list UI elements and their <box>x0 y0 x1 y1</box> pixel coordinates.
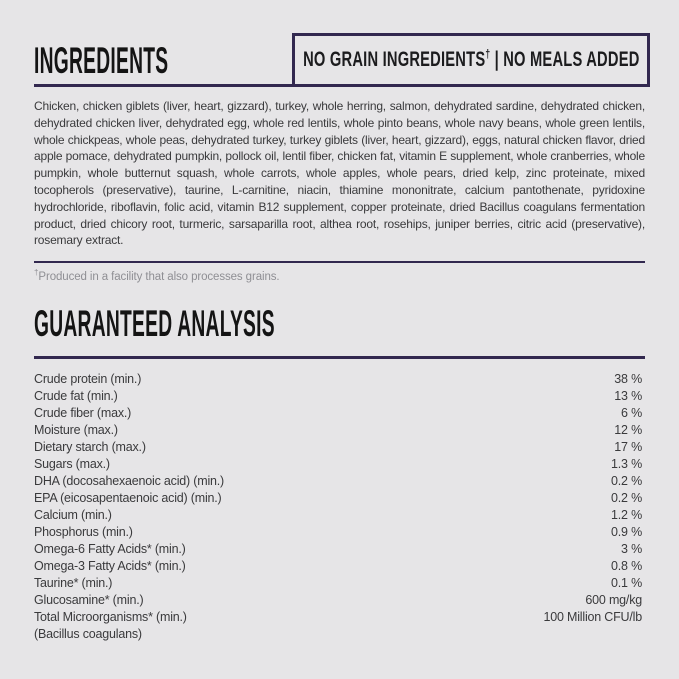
analysis-row-value: 0.2 % <box>611 474 642 489</box>
analysis-row-label: Taurine* (min.) <box>34 576 113 591</box>
analysis-row-value: 38 % <box>614 372 642 387</box>
analysis-row: Omega-6 Fatty Acids* (min.) 3 % <box>34 541 645 558</box>
footnote-text: Produced in a facility that also process… <box>38 271 280 284</box>
analysis-row: Crude fat (min.) 13 % <box>34 388 645 405</box>
analysis-row-label: Omega-6 Fatty Acids* (min.) <box>34 542 186 557</box>
no-grain-badge-label: NO GRAIN INGREDIENTS† | NO MEALS ADDED <box>303 48 639 72</box>
ingredients-title: INGREDIENTS <box>34 40 169 81</box>
dagger-symbol: † <box>34 268 39 278</box>
analysis-row-label: (Bacillus coagulans) <box>34 627 142 642</box>
analysis-row-value: 0.1 % <box>611 576 642 591</box>
analysis-row-label: DHA (docosahexaenoic acid) (min.) <box>34 474 225 489</box>
analysis-row: Moisture (max.) 12 % <box>34 422 645 439</box>
analysis-row: Total Microorganisms* (min.) 100 Million… <box>34 609 645 626</box>
analysis-row-label: Dietary starch (max.) <box>34 440 146 455</box>
analysis-row-value: 0.2 % <box>611 491 642 506</box>
dagger-symbol: † <box>485 47 491 61</box>
ingredients-text: Chicken, chicken giblets (liver, heart, … <box>34 98 645 264</box>
analysis-row: Omega-3 Fatty Acids* (min.) 0.8 % <box>34 558 645 575</box>
analysis-row-label: Glucosamine* (min.) <box>34 593 144 608</box>
analysis-table: Crude protein (min.) 38 % Crude fat (min… <box>34 371 645 643</box>
analysis-row: Glucosamine* (min.) 600 mg/kg <box>34 592 645 609</box>
analysis-row-label: Phosphorus (min.) <box>34 525 133 540</box>
analysis-row-value: 13 % <box>614 389 642 404</box>
grain-facility-footnote: †Produced in a facility that also proces… <box>34 268 645 284</box>
analysis-row-label: Sugars (max.) <box>34 457 110 472</box>
analysis-row-label: Moisture (max.) <box>34 423 118 438</box>
analysis-header: GUARANTEED ANALYSIS <box>34 303 645 360</box>
analysis-row: Crude fiber (max.) 6 % <box>34 405 645 422</box>
analysis-row-value: 6 % <box>621 406 642 421</box>
analysis-row: DHA (docosahexaenoic acid) (min.) 0.2 % <box>34 473 645 490</box>
analysis-row: (Bacillus coagulans) <box>34 626 645 643</box>
analysis-row-value: 0.8 % <box>611 559 642 574</box>
analysis-row: Calcium (min.) 1.2 % <box>34 507 645 524</box>
analysis-row-value: 0.9 % <box>611 525 642 540</box>
analysis-row-label: Crude protein (min.) <box>34 372 142 387</box>
badge-text-before: NO GRAIN INGREDIENTS <box>303 48 486 71</box>
analysis-row: Dietary starch (max.) 17 % <box>34 439 645 456</box>
analysis-row-label: Total Microorganisms* (min.) <box>34 610 187 625</box>
analysis-row-label: Crude fiber (max.) <box>34 406 132 421</box>
analysis-row-value: 12 % <box>614 423 642 438</box>
badge-text-after: | NO MEALS ADDED <box>490 48 640 71</box>
no-grain-badge: NO GRAIN INGREDIENTS† | NO MEALS ADDED <box>292 33 651 87</box>
ingredients-header: INGREDIENTS NO GRAIN INGREDIENTS† | NO M… <box>34 33 651 87</box>
analysis-row-value: 17 % <box>614 440 642 455</box>
analysis-title: GUARANTEED ANALYSIS <box>34 303 275 345</box>
analysis-row-label: Crude fat (min.) <box>34 389 118 404</box>
analysis-row-value: 600 mg/kg <box>585 593 642 608</box>
analysis-row: Sugars (max.) 1.3 % <box>34 456 645 473</box>
analysis-row: Taurine* (min.) 0.1 % <box>34 575 645 592</box>
analysis-row-value: 3 % <box>621 542 642 557</box>
analysis-row-label: EPA (eicosapentaenoic acid) (min.) <box>34 491 222 506</box>
analysis-row: EPA (eicosapentaenoic acid) (min.) 0.2 % <box>34 490 645 507</box>
analysis-row: Phosphorus (min.) 0.9 % <box>34 524 645 541</box>
analysis-row-value: 1.2 % <box>611 508 642 523</box>
analysis-row-value: 1.3 % <box>611 457 642 472</box>
analysis-row-value: 100 Million CFU/lb <box>543 610 642 625</box>
analysis-row-label: Calcium (min.) <box>34 508 112 523</box>
analysis-row: Crude protein (min.) 38 % <box>34 371 645 388</box>
analysis-row-label: Omega-3 Fatty Acids* (min.) <box>34 559 186 574</box>
